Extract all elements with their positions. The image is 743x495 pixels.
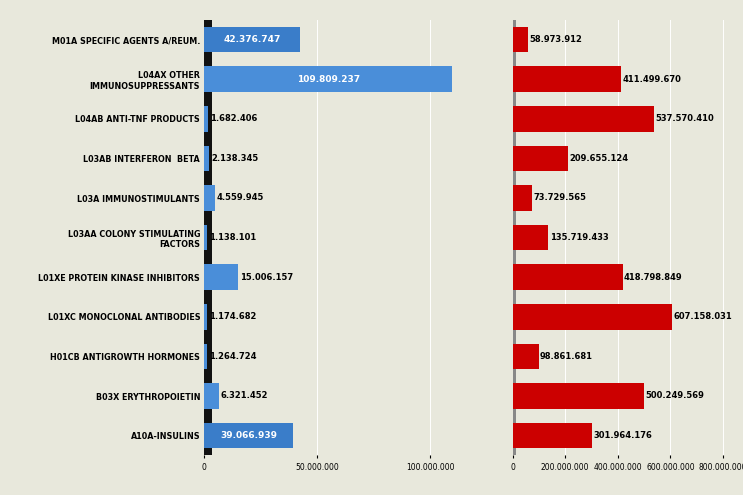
Bar	[204, 225, 207, 250]
Bar	[513, 257, 516, 297]
Bar	[513, 225, 548, 250]
Bar	[204, 337, 212, 376]
Bar	[204, 99, 212, 139]
Bar	[204, 376, 212, 416]
Bar	[204, 383, 218, 409]
Bar	[513, 383, 644, 409]
Text: 39.066.939: 39.066.939	[220, 431, 277, 440]
Bar	[204, 178, 212, 218]
Bar	[204, 297, 212, 337]
Bar	[513, 99, 516, 139]
Bar	[513, 376, 516, 416]
Bar	[513, 218, 516, 257]
Bar	[204, 304, 207, 330]
Bar	[513, 264, 623, 290]
Bar	[513, 423, 592, 448]
Text: 58.973.912: 58.973.912	[530, 35, 583, 44]
Text: 500.249.569: 500.249.569	[646, 392, 704, 400]
Bar	[513, 297, 516, 337]
Text: 2.138.345: 2.138.345	[211, 154, 259, 163]
Bar	[513, 416, 516, 455]
Bar	[204, 27, 300, 52]
Text: 135.719.433: 135.719.433	[550, 233, 609, 242]
Bar	[513, 106, 654, 132]
Bar	[513, 20, 516, 59]
Text: 6.321.452: 6.321.452	[221, 392, 268, 400]
Bar	[513, 59, 516, 99]
Text: 73.729.565: 73.729.565	[533, 194, 586, 202]
Bar	[204, 139, 212, 178]
Bar	[513, 27, 528, 52]
Bar	[204, 344, 207, 369]
Bar	[204, 423, 293, 448]
Bar	[204, 146, 210, 171]
Bar	[513, 66, 621, 92]
Text: 42.376.747: 42.376.747	[224, 35, 281, 44]
Bar	[204, 416, 212, 455]
Text: 15.006.157: 15.006.157	[240, 273, 293, 282]
Bar	[204, 218, 212, 257]
Bar	[513, 304, 672, 330]
Bar	[513, 146, 568, 171]
Bar	[204, 59, 212, 99]
Text: 1.174.682: 1.174.682	[209, 312, 256, 321]
Bar	[513, 185, 532, 211]
Text: 109.809.237: 109.809.237	[297, 75, 360, 84]
Bar	[204, 106, 208, 132]
Bar	[513, 139, 516, 178]
Text: 98.861.681: 98.861.681	[540, 352, 593, 361]
Text: 1.138.101: 1.138.101	[209, 233, 256, 242]
Bar	[204, 257, 212, 297]
Text: 607.158.031: 607.158.031	[673, 312, 733, 321]
Text: 301.964.176: 301.964.176	[594, 431, 652, 440]
Bar	[204, 20, 212, 59]
Bar	[513, 337, 516, 376]
Bar	[204, 185, 215, 211]
Bar	[513, 344, 539, 369]
Bar	[204, 264, 239, 290]
Text: 1.264.724: 1.264.724	[209, 352, 256, 361]
Text: 209.655.124: 209.655.124	[569, 154, 628, 163]
Text: 418.798.849: 418.798.849	[624, 273, 683, 282]
Bar	[513, 178, 516, 218]
Text: 537.570.410: 537.570.410	[655, 114, 714, 123]
Text: 4.559.945: 4.559.945	[216, 194, 264, 202]
Text: 1.682.406: 1.682.406	[210, 114, 257, 123]
Text: 411.499.670: 411.499.670	[622, 75, 681, 84]
Bar	[204, 66, 452, 92]
